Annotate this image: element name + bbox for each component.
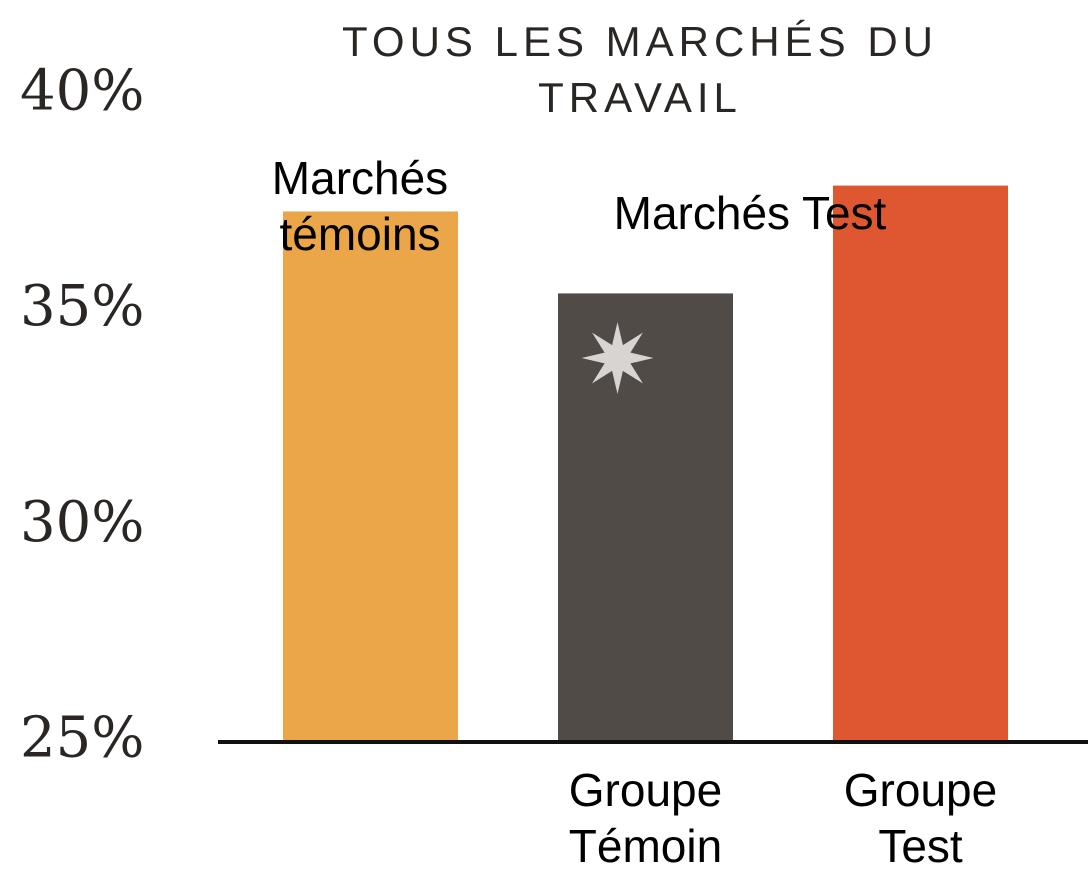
y-tick-label: 25% [20, 706, 144, 771]
chart-title: TOUS LES MARCHÉS DU TRAVAIL [342, 18, 938, 121]
annotation: Marchés témoins [271, 152, 449, 260]
bar [558, 293, 733, 742]
annotation: Marchés Test [613, 187, 887, 239]
x-tick-label: Groupe Test [843, 764, 998, 872]
y-tick-label: 30% [20, 490, 144, 555]
bar [283, 211, 458, 742]
y-tick-label: 40% [20, 59, 144, 124]
star-icon [581, 322, 654, 394]
y-tick-label: 35% [20, 274, 144, 339]
bar [833, 185, 1008, 742]
x-tick-label: Groupe Témoin [568, 764, 723, 872]
